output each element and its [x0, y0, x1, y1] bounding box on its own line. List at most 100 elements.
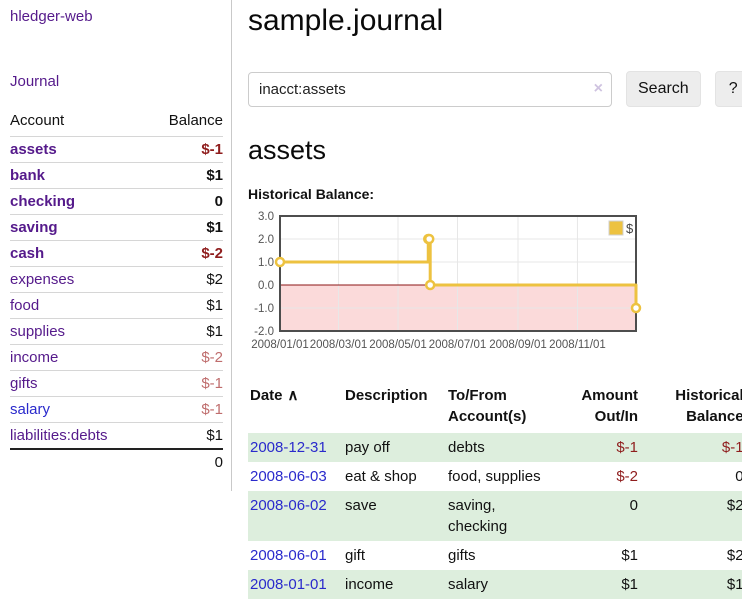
txn-balance: $1 [646, 570, 742, 599]
account-balance: $-1 [146, 396, 223, 423]
account-link-gifts[interactable]: gifts [10, 375, 38, 392]
column-header-date[interactable]: Date ∧ [250, 387, 299, 404]
account-link-liabilities-debts[interactable]: liabilities:debts [10, 427, 108, 444]
account-row: food $1 [10, 292, 223, 319]
clear-search-icon[interactable]: × [593, 79, 603, 97]
accounts-header-row: Account Balance [10, 110, 223, 137]
column-header-amount: Amount Out/In [581, 387, 638, 425]
register-row: 2008-12-31 pay off debts $-1 $-1 [248, 433, 742, 462]
account-balance: $1 [146, 162, 223, 189]
chart-title: Historical Balance: [248, 186, 375, 202]
search-row: × Search ? [248, 71, 742, 107]
search-button[interactable]: Search [626, 71, 701, 107]
txn-date-link[interactable]: 2008-12-31 [250, 439, 327, 456]
accounts-total-balance: 0 [146, 448, 223, 475]
column-header-description: Description [345, 387, 428, 404]
txn-accounts: saving, checking [448, 491, 560, 541]
svg-text:2008/11/01: 2008/11/01 [549, 339, 606, 351]
txn-balance: $2 [726, 547, 742, 564]
account-row: gifts $-1 [10, 370, 223, 397]
account-row: salary $-1 [10, 396, 223, 423]
account-link-income[interactable]: income [10, 349, 59, 366]
txn-accounts: gifts [448, 547, 476, 564]
txn-date-link[interactable]: 2008-01-01 [250, 576, 327, 593]
account-row: supplies $1 [10, 318, 223, 345]
search-wrap: × [248, 71, 612, 107]
txn-amount: 0 [560, 491, 646, 541]
accounts-col-balance: Balance [168, 112, 223, 129]
svg-text:2008/07/01: 2008/07/01 [429, 339, 487, 351]
account-balance: $1 [146, 214, 223, 241]
accounts-total-row: 0 [10, 448, 223, 475]
account-balance: $-2 [146, 344, 223, 371]
account-balance: $1 [146, 422, 223, 449]
account-row: assets $-1 [10, 136, 223, 163]
register-table: Date ∧ Description To/From Account(s) Amo… [248, 383, 742, 599]
account-heading: assets [248, 135, 327, 165]
txn-accounts: debts [448, 433, 560, 462]
txn-amount: $-1 [560, 433, 646, 462]
account-balance: 0 [146, 188, 223, 215]
account-link-food[interactable]: food [10, 297, 40, 314]
sidebar: hledger-web Journal Account Balance asse… [0, 0, 232, 491]
column-header-balance: Historical Balance [675, 387, 742, 425]
account-row: liabilities:debts $1 [10, 422, 223, 449]
svg-text:3.0: 3.0 [258, 211, 274, 223]
page-title: sample.journal [248, 4, 444, 37]
account-row: bank $1 [10, 162, 223, 189]
account-link-saving[interactable]: saving [10, 219, 58, 236]
txn-amount: $1 [621, 547, 638, 564]
txn-date-link[interactable]: 2008-06-01 [250, 547, 327, 564]
svg-text:2.0: 2.0 [258, 234, 274, 246]
account-row: expenses $2 [10, 266, 223, 293]
account-link-checking[interactable]: checking [10, 193, 76, 210]
svg-text:2008/05/01: 2008/05/01 [369, 339, 427, 351]
account-link-cash[interactable]: cash [10, 245, 45, 262]
register-row: 2008-06-03 eat & shop food, supplies $-2… [248, 462, 742, 491]
svg-text:0.0: 0.0 [258, 280, 274, 292]
account-balance: $-1 [146, 370, 223, 397]
register-row: 2008-01-01 income salary $1 $1 [248, 570, 742, 599]
main-content: sample.journal × Search ? assets Histori… [232, 0, 742, 599]
txn-amount: $-2 [616, 468, 638, 485]
txn-description: pay off [345, 433, 448, 462]
sidebar-item-journal[interactable]: Journal [10, 73, 60, 90]
txn-description: save [345, 491, 448, 541]
column-header-accounts: To/From Account(s) [448, 387, 527, 425]
txn-date-link[interactable]: 2008-06-03 [250, 468, 327, 485]
register-row: 2008-06-01 gift gifts $1 $2 [248, 541, 742, 570]
app-title-link[interactable]: hledger-web [10, 8, 93, 25]
account-link-assets[interactable]: assets [10, 141, 57, 158]
txn-balance: $2 [646, 491, 742, 541]
txn-balance: 0 [735, 468, 742, 485]
accounts-table: Account Balance assets $-1 bank $1 check… [10, 110, 223, 475]
svg-text:1.0: 1.0 [258, 257, 274, 269]
chart-svg: 2008/01/01 2008/03/01 2008/05/01 2008/07/01… [251, 211, 642, 351]
account-balance: $1 [146, 292, 223, 319]
account-balance: $-2 [146, 240, 223, 267]
historical-balance-chart: 2008/01/01 2008/03/01 2008/05/01 2008/07/01… [248, 210, 742, 365]
search-input[interactable] [248, 71, 612, 107]
account-link-salary[interactable]: salary [10, 401, 51, 418]
register-header-row: Date ∧ Description To/From Account(s) Amo… [248, 383, 742, 433]
account-link-bank[interactable]: bank [10, 167, 46, 184]
help-button[interactable]: ? [714, 71, 742, 107]
account-link-supplies[interactable]: supplies [10, 323, 66, 340]
svg-text:-1.0: -1.0 [254, 303, 274, 315]
account-row: checking 0 [10, 188, 223, 215]
account-link-expenses[interactable]: expenses [10, 271, 75, 288]
txn-description: gift [345, 547, 366, 564]
register-row: 2008-06-02 save saving, checking 0 $2 [248, 491, 742, 541]
account-row: income $-2 [10, 344, 223, 371]
txn-accounts: salary [448, 570, 560, 599]
accounts-col-account: Account [10, 112, 65, 129]
txn-amount: $1 [560, 570, 646, 599]
svg-text:2008/03/01: 2008/03/01 [310, 339, 368, 351]
account-balance: $1 [146, 318, 223, 345]
txn-date-link[interactable]: 2008-06-02 [250, 497, 327, 514]
txn-description: eat & shop [345, 468, 417, 485]
account-row: cash $-2 [10, 240, 223, 267]
account-balance: $2 [146, 266, 223, 293]
account-row: saving $1 [10, 214, 223, 241]
